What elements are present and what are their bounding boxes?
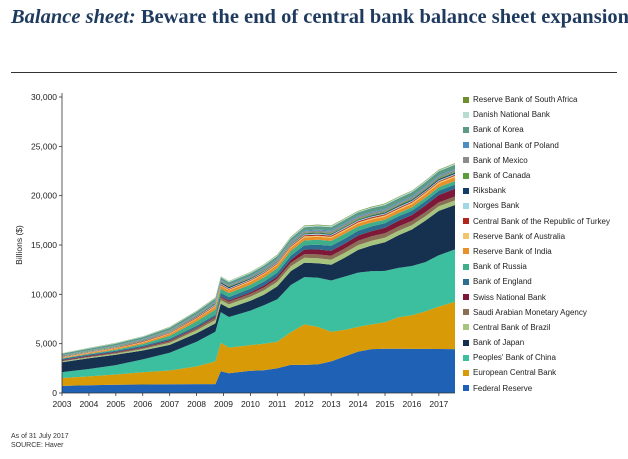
- footnote-source: SOURCE: Haver: [11, 442, 64, 449]
- y-tick-label: 15,000: [31, 240, 57, 250]
- legend-label: Bank of Russia: [473, 262, 527, 272]
- x-tick-label: 2003: [53, 399, 72, 409]
- x-tick-label: 2013: [322, 399, 341, 409]
- legend-swatch: [463, 385, 469, 392]
- legend-swatch: [463, 96, 469, 103]
- x-tick-label: 2014: [349, 399, 368, 409]
- legend-swatch: [463, 218, 469, 225]
- legend-swatch: [463, 309, 469, 316]
- legend-swatch: [463, 172, 469, 179]
- legend-label: Peoples' Bank of China: [473, 353, 556, 363]
- legend-swatch: [463, 187, 469, 194]
- legend-label: Bank of England: [473, 277, 532, 287]
- area-series-2: [62, 249, 455, 378]
- legend-swatch: [463, 111, 469, 118]
- y-tick-label: 20,000: [31, 191, 57, 201]
- legend-label: Bank of Korea: [473, 125, 524, 135]
- legend-swatch: [463, 157, 469, 164]
- y-tick-label: 10,000: [31, 289, 57, 299]
- legend-label: Reserve Bank of India: [473, 246, 552, 256]
- title-rest: Beware the end of central bank balance s…: [135, 6, 628, 28]
- legend-item: Central Bank of Brazil: [463, 320, 623, 335]
- legend-swatch: [463, 233, 469, 240]
- legend-label: Bank of Canada: [473, 171, 531, 181]
- legend-item: Peoples' Bank of China: [463, 350, 623, 365]
- legend-swatch: [463, 142, 469, 149]
- x-tick-label: 2005: [106, 399, 125, 409]
- legend-item: Danish National Bank: [463, 107, 623, 122]
- legend-item: Bank of Mexico: [463, 153, 623, 168]
- legend-swatch: [463, 248, 469, 255]
- legend-item: Riksbank: [463, 183, 623, 198]
- legend-item: Bank of England: [463, 274, 623, 289]
- legend-label: Saudi Arabian Monetary Agency: [473, 307, 587, 317]
- chart-legend: Reserve Bank of South Africa Danish Natio…: [463, 92, 623, 396]
- legend-label: Central Bank of Brazil: [473, 322, 551, 332]
- legend-swatch: [463, 278, 469, 285]
- x-tick-label: 2012: [295, 399, 314, 409]
- x-tick-label: 2007: [160, 399, 179, 409]
- x-tick-label: 2010: [241, 399, 260, 409]
- legend-label: Danish National Bank: [473, 110, 550, 120]
- legend-item: Saudi Arabian Monetary Agency: [463, 305, 623, 320]
- legend-item: Bank of Japan: [463, 335, 623, 350]
- legend-item: Federal Reserve: [463, 381, 623, 396]
- legend-label: Federal Reserve: [473, 383, 533, 393]
- legend-item: National Bank of Poland: [463, 138, 623, 153]
- legend-label: Reserve Bank of South Africa: [473, 95, 578, 105]
- legend-label: Reserve Bank of Australia: [473, 231, 566, 241]
- legend-swatch: [463, 354, 469, 361]
- footnote-date: As of 31 July 2017: [11, 433, 69, 440]
- legend-label: Riksbank: [473, 186, 506, 196]
- legend-item: Bank of Korea: [463, 122, 623, 137]
- legend-item: European Central Bank: [463, 365, 623, 380]
- legend-swatch: [463, 294, 469, 301]
- area-series-0: [62, 348, 455, 393]
- legend-item: Norges Bank: [463, 198, 623, 213]
- legend-swatch: [463, 369, 469, 376]
- y-tick-label: 0: [52, 388, 57, 398]
- x-tick-label: 2015: [376, 399, 395, 409]
- x-tick-label: 2011: [268, 399, 287, 409]
- legend-label: Central Bank of the Republic of Turkey: [473, 216, 610, 226]
- legend-swatch: [463, 126, 469, 133]
- legend-item: Reserve Bank of Australia: [463, 229, 623, 244]
- title-divider: [11, 72, 617, 73]
- legend-item: Bank of Canada: [463, 168, 623, 183]
- legend-swatch: [463, 202, 469, 209]
- chart-title: Balance sheet: Beware the end of central…: [11, 6, 628, 29]
- x-tick-label: 2008: [187, 399, 206, 409]
- legend-label: European Central Bank: [473, 368, 557, 378]
- area-series-1: [62, 301, 455, 386]
- y-tick-label: 30,000: [31, 92, 57, 102]
- legend-label: Bank of Japan: [473, 338, 525, 348]
- legend-item: Central Bank of the Republic of Turkey: [463, 214, 623, 229]
- x-tick-label: 2016: [402, 399, 421, 409]
- y-tick-label: 25,000: [31, 141, 57, 151]
- legend-label: National Bank of Poland: [473, 140, 559, 150]
- legend-swatch: [463, 339, 469, 346]
- x-tick-label: 2017: [429, 399, 448, 409]
- y-tick-label: 5,000: [36, 339, 58, 349]
- title-lead: Balance sheet:: [11, 6, 136, 28]
- legend-item: Swiss National Bank: [463, 289, 623, 304]
- x-tick-label: 2006: [133, 399, 152, 409]
- legend-item: Reserve Bank of South Africa: [463, 92, 623, 107]
- legend-item: Reserve Bank of India: [463, 244, 623, 259]
- legend-label: Swiss National Bank: [473, 292, 546, 302]
- legend-swatch: [463, 263, 469, 270]
- y-axis-title: Billions ($): [14, 225, 24, 265]
- x-tick-label: 2009: [214, 399, 233, 409]
- legend-label: Bank of Mexico: [473, 155, 528, 165]
- legend-swatch: [463, 324, 469, 331]
- x-tick-label: 2004: [79, 399, 98, 409]
- legend-label: Norges Bank: [473, 201, 520, 211]
- legend-item: Bank of Russia: [463, 259, 623, 274]
